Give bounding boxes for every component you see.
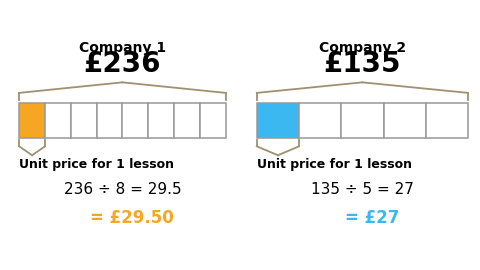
FancyBboxPatch shape xyxy=(19,103,45,138)
Text: Unit price for 1 lesson: Unit price for 1 lesson xyxy=(19,158,174,171)
FancyBboxPatch shape xyxy=(71,103,96,138)
Text: = £29.50: = £29.50 xyxy=(90,209,174,227)
FancyBboxPatch shape xyxy=(200,103,226,138)
FancyBboxPatch shape xyxy=(174,103,200,138)
Text: £236: £236 xyxy=(84,50,161,78)
Text: Company 2: Company 2 xyxy=(319,41,406,55)
FancyBboxPatch shape xyxy=(299,103,341,138)
FancyBboxPatch shape xyxy=(384,103,426,138)
Text: 135 ÷ 5 = 27: 135 ÷ 5 = 27 xyxy=(311,182,414,197)
FancyBboxPatch shape xyxy=(341,103,384,138)
Text: Unit price for 1 lesson: Unit price for 1 lesson xyxy=(257,158,412,171)
FancyBboxPatch shape xyxy=(426,103,468,138)
FancyBboxPatch shape xyxy=(45,103,71,138)
Text: Company 1: Company 1 xyxy=(79,41,166,55)
Text: £135: £135 xyxy=(324,50,401,78)
FancyBboxPatch shape xyxy=(148,103,174,138)
FancyBboxPatch shape xyxy=(257,103,299,138)
FancyBboxPatch shape xyxy=(96,103,122,138)
FancyBboxPatch shape xyxy=(122,103,148,138)
Text: = £27: = £27 xyxy=(345,209,399,227)
Text: 236 ÷ 8 = 29.5: 236 ÷ 8 = 29.5 xyxy=(63,182,181,197)
